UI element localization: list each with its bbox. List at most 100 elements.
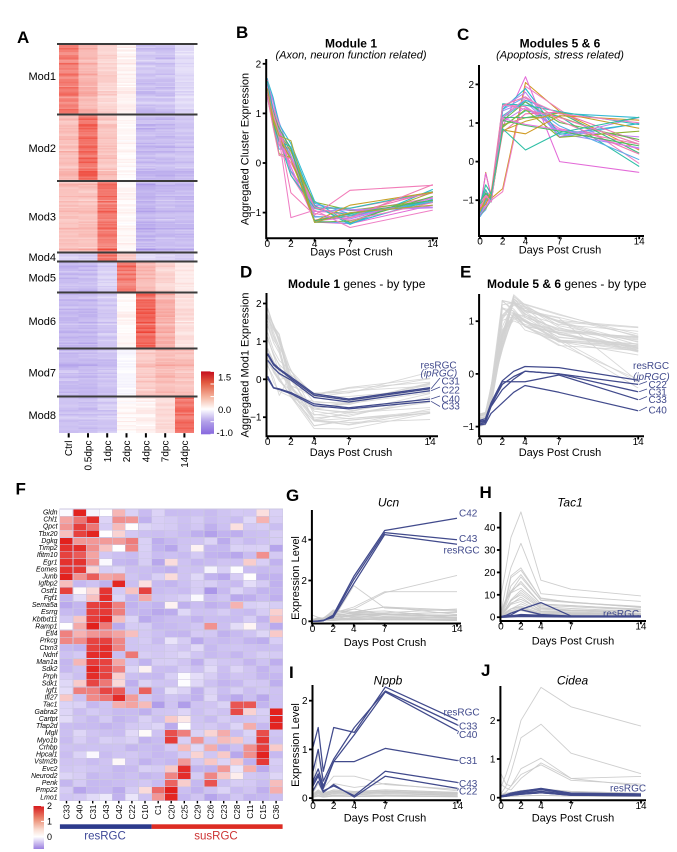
svg-text:14: 14 (427, 239, 439, 250)
svg-text:1: 1 (469, 317, 475, 328)
svg-text:0: 0 (468, 157, 474, 168)
svg-text:Ctxn3: Ctxn3 (39, 645, 57, 652)
svg-text:7: 7 (383, 801, 389, 812)
svg-text:Evc2: Evc2 (42, 766, 57, 773)
svg-text:C33: C33 (63, 804, 72, 819)
svg-text:Igfbp2: Igfbp2 (38, 581, 57, 588)
svg-text:1: 1 (256, 337, 262, 348)
svg-text:0.5dpc: 0.5dpc (84, 441, 95, 471)
svg-text:E: E (460, 263, 471, 282)
svg-text:Aggregated Cluster Expression: Aggregated Cluster Expression (240, 73, 252, 225)
svg-text:resRGC: resRGC (610, 784, 646, 795)
svg-text:Expression Level: Expression Level (290, 536, 302, 620)
svg-text:Dgkg: Dgkg (41, 538, 57, 545)
svg-text:C43: C43 (102, 804, 111, 819)
svg-text:14: 14 (452, 801, 464, 812)
svg-text:14: 14 (635, 801, 647, 812)
svg-text:Myo1b: Myo1b (37, 737, 58, 744)
svg-text:2: 2 (47, 801, 52, 811)
svg-text:C28: C28 (233, 804, 242, 819)
svg-text:Tfap2d: Tfap2d (36, 723, 59, 730)
svg-text:Days Post Crush: Days Post Crush (310, 247, 393, 259)
svg-text:C26: C26 (207, 804, 216, 819)
svg-text:Igf1: Igf1 (46, 688, 58, 695)
svg-text:Ifitm10: Ifitm10 (37, 552, 58, 559)
svg-text:0: 0 (310, 624, 316, 635)
svg-text:Module 5 & 6 genes - by type: Module 5 & 6 genes - by type (487, 277, 647, 291)
svg-text:Pmp22: Pmp22 (36, 787, 58, 794)
svg-text:30: 30 (484, 546, 496, 557)
svg-text:2: 2 (288, 239, 294, 250)
svg-text:C36: C36 (272, 804, 281, 819)
svg-text:H: H (480, 483, 492, 502)
svg-text:0.0: 0.0 (218, 405, 231, 416)
svg-text:Vstm2b: Vstm2b (34, 759, 58, 766)
svg-text:Days Post Crush: Days Post Crush (310, 447, 393, 459)
svg-text:10: 10 (484, 590, 496, 601)
svg-text:Mod6: Mod6 (28, 316, 56, 328)
svg-text:Prph: Prph (43, 673, 58, 680)
svg-text:Ucn: Ucn (378, 496, 400, 510)
svg-text:D: D (240, 263, 252, 282)
svg-text:C31: C31 (89, 804, 98, 819)
svg-text:Tac1: Tac1 (557, 496, 583, 510)
svg-text:resRGC: resRGC (444, 708, 480, 719)
svg-text:Junb: Junb (42, 574, 58, 581)
svg-text:4: 4 (311, 437, 317, 448)
svg-text:C25: C25 (180, 804, 189, 819)
svg-text:0: 0 (310, 801, 316, 812)
svg-text:4dpc: 4dpc (141, 441, 152, 463)
svg-text:14: 14 (425, 437, 437, 448)
svg-text:Man1a: Man1a (36, 659, 57, 666)
svg-text:7: 7 (347, 239, 353, 250)
svg-text:C33: C33 (442, 402, 461, 413)
svg-text:Fgf1: Fgf1 (44, 595, 58, 602)
svg-text:1: 1 (302, 745, 308, 756)
svg-text:Kbtbd11: Kbtbd11 (32, 616, 57, 623)
svg-text:C40: C40 (649, 406, 668, 417)
svg-text:7: 7 (346, 437, 352, 448)
svg-text:Tbx20: Tbx20 (38, 531, 57, 538)
svg-text:Tac1: Tac1 (43, 702, 58, 709)
svg-text:1: 1 (47, 817, 52, 827)
svg-text:Sema5a: Sema5a (32, 602, 58, 609)
svg-text:4: 4 (352, 801, 358, 812)
svg-text:2: 2 (302, 696, 308, 707)
svg-text:1: 1 (490, 755, 496, 766)
svg-text:Cartpt: Cartpt (39, 716, 59, 723)
svg-text:C31: C31 (459, 756, 478, 767)
svg-text:7: 7 (568, 801, 574, 812)
svg-text:Module 1: Module 1 (325, 37, 377, 51)
svg-text:2: 2 (490, 716, 496, 727)
svg-text:Eomes: Eomes (36, 567, 58, 574)
svg-text:Chl1: Chl1 (43, 517, 57, 524)
svg-text:−1: −1 (463, 422, 475, 433)
svg-text:20: 20 (484, 568, 496, 579)
svg-text:0: 0 (490, 613, 496, 624)
svg-text:1: 1 (256, 109, 262, 120)
svg-text:7dpc: 7dpc (161, 441, 172, 463)
svg-text:Mod7: Mod7 (28, 367, 56, 379)
svg-text:Mgll: Mgll (45, 730, 58, 737)
svg-text:B: B (236, 23, 248, 42)
svg-text:C40: C40 (442, 395, 461, 406)
svg-text:14: 14 (634, 237, 646, 248)
svg-text:Sdk1: Sdk1 (42, 680, 58, 687)
svg-text:resRGC: resRGC (603, 609, 639, 620)
svg-text:Aggregated Mod1 Expression: Aggregated Mod1 Expression (240, 293, 252, 438)
svg-text:Ifi27: Ifi27 (44, 695, 58, 702)
svg-text:4: 4 (301, 535, 307, 546)
svg-text:4: 4 (538, 801, 544, 812)
svg-text:I: I (289, 663, 294, 682)
svg-text:14: 14 (451, 624, 463, 635)
svg-text:4: 4 (351, 624, 357, 635)
svg-text:Mod1: Mod1 (28, 71, 56, 83)
svg-text:0: 0 (265, 239, 271, 250)
svg-text:2: 2 (288, 437, 294, 448)
svg-text:2: 2 (500, 237, 506, 248)
svg-text:0: 0 (498, 622, 504, 633)
svg-text:7: 7 (568, 622, 574, 633)
svg-text:C43: C43 (459, 779, 478, 790)
svg-text:resRGC: resRGC (444, 546, 480, 557)
svg-text:C42: C42 (459, 509, 478, 520)
